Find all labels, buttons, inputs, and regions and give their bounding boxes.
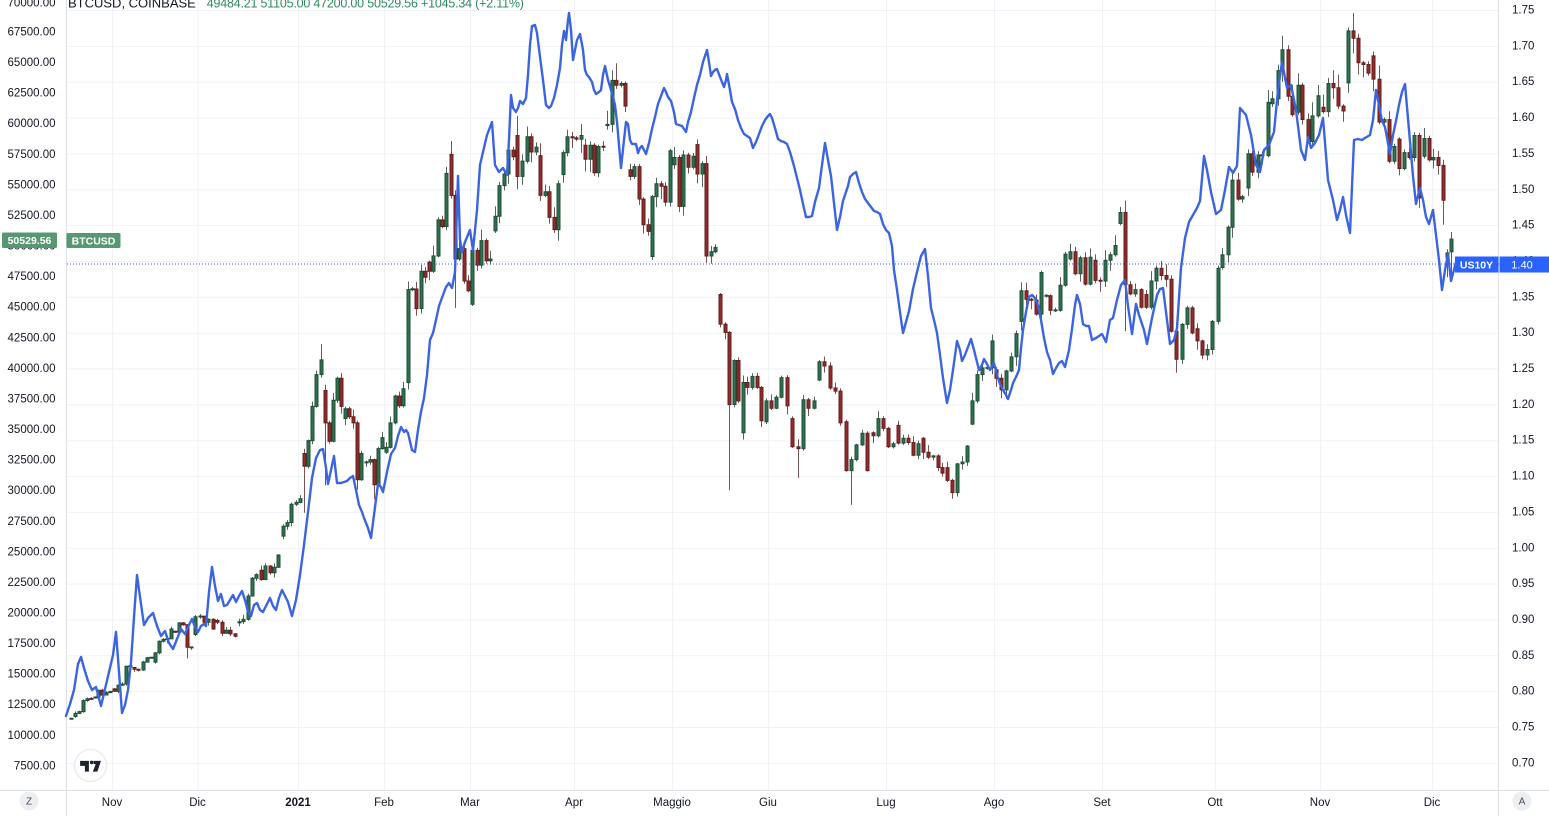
svg-text:7500.00: 7500.00 [14, 760, 56, 772]
svg-text:57500.00: 57500.00 [8, 149, 56, 161]
svg-text:Nov: Nov [1310, 797, 1331, 809]
svg-text:1.50: 1.50 [1512, 184, 1534, 196]
svg-text:Giu: Giu [759, 797, 777, 809]
svg-text:BTCUSD, COINBASE 49484.21 51: BTCUSD, COINBASE 49484.21 51105.00 47200… [68, 0, 524, 11]
svg-text:0.75: 0.75 [1512, 722, 1534, 734]
svg-text:0.80: 0.80 [1512, 686, 1534, 698]
svg-text:1.40: 1.40 [1511, 260, 1532, 272]
svg-text:1.05: 1.05 [1512, 506, 1534, 518]
svg-text:Z: Z [26, 797, 32, 808]
svg-text:Dic: Dic [189, 797, 206, 809]
svg-text:BTCUSD: BTCUSD [72, 236, 116, 248]
svg-text:Feb: Feb [374, 797, 394, 809]
svg-text:30000.00: 30000.00 [8, 485, 56, 497]
svg-text:1.75: 1.75 [1512, 5, 1534, 17]
svg-text:1.55: 1.55 [1512, 148, 1534, 160]
svg-text:1.10: 1.10 [1512, 471, 1534, 483]
svg-text:Lug: Lug [876, 797, 895, 809]
svg-text:42500.00: 42500.00 [8, 332, 56, 344]
svg-text:Mar: Mar [460, 797, 480, 809]
svg-text:0.90: 0.90 [1512, 614, 1534, 626]
svg-text:1.20: 1.20 [1512, 399, 1534, 411]
svg-text:1.15: 1.15 [1512, 435, 1534, 447]
svg-text:1.65: 1.65 [1512, 76, 1534, 88]
svg-text:20000.00: 20000.00 [8, 608, 56, 620]
svg-text:Nov: Nov [102, 797, 123, 809]
svg-text:1.30: 1.30 [1512, 327, 1534, 339]
svg-text:12500.00: 12500.00 [8, 699, 56, 711]
svg-text:0.85: 0.85 [1512, 650, 1534, 662]
svg-text:22500.00: 22500.00 [8, 577, 56, 589]
svg-text:55000.00: 55000.00 [8, 179, 56, 191]
svg-text:10000.00: 10000.00 [8, 730, 56, 742]
svg-text:45000.00: 45000.00 [8, 302, 56, 314]
svg-text:2021: 2021 [285, 797, 311, 809]
svg-text:32500.00: 32500.00 [8, 455, 56, 467]
svg-text:60000.00: 60000.00 [8, 118, 56, 130]
svg-text:Maggio: Maggio [653, 797, 691, 809]
svg-text:47500.00: 47500.00 [8, 271, 56, 283]
svg-text:0.95: 0.95 [1512, 578, 1534, 590]
svg-text:A: A [1519, 797, 1526, 808]
svg-text:35000.00: 35000.00 [8, 424, 56, 436]
svg-text:25000.00: 25000.00 [8, 546, 56, 558]
svg-text:0.70: 0.70 [1512, 757, 1534, 769]
svg-text:1.60: 1.60 [1512, 112, 1534, 124]
svg-text:62500.00: 62500.00 [8, 88, 56, 100]
svg-text:1.35: 1.35 [1512, 291, 1534, 303]
svg-text:Set: Set [1093, 797, 1111, 809]
svg-text:Ott: Ott [1207, 797, 1223, 809]
svg-text:65000.00: 65000.00 [8, 57, 56, 69]
svg-text:US10Y: US10Y [1460, 260, 1493, 272]
svg-text:67500.00: 67500.00 [8, 27, 56, 39]
svg-text:Ago: Ago [984, 797, 1004, 809]
svg-text:1.25: 1.25 [1512, 363, 1534, 375]
svg-text:Dic: Dic [1424, 797, 1441, 809]
svg-text:52500.00: 52500.00 [8, 210, 56, 222]
svg-text:Apr: Apr [565, 797, 583, 809]
svg-text:50529.56: 50529.56 [8, 235, 52, 247]
svg-text:1.45: 1.45 [1512, 220, 1534, 232]
svg-text:1.70: 1.70 [1512, 40, 1534, 52]
svg-text:40000.00: 40000.00 [8, 363, 56, 375]
svg-text:27500.00: 27500.00 [8, 516, 56, 528]
svg-text:37500.00: 37500.00 [8, 393, 56, 405]
svg-text:1.00: 1.00 [1512, 542, 1534, 554]
svg-text:15000.00: 15000.00 [8, 669, 56, 681]
svg-text:17500.00: 17500.00 [8, 638, 56, 650]
svg-text:70000.00: 70000.00 [8, 0, 56, 10]
